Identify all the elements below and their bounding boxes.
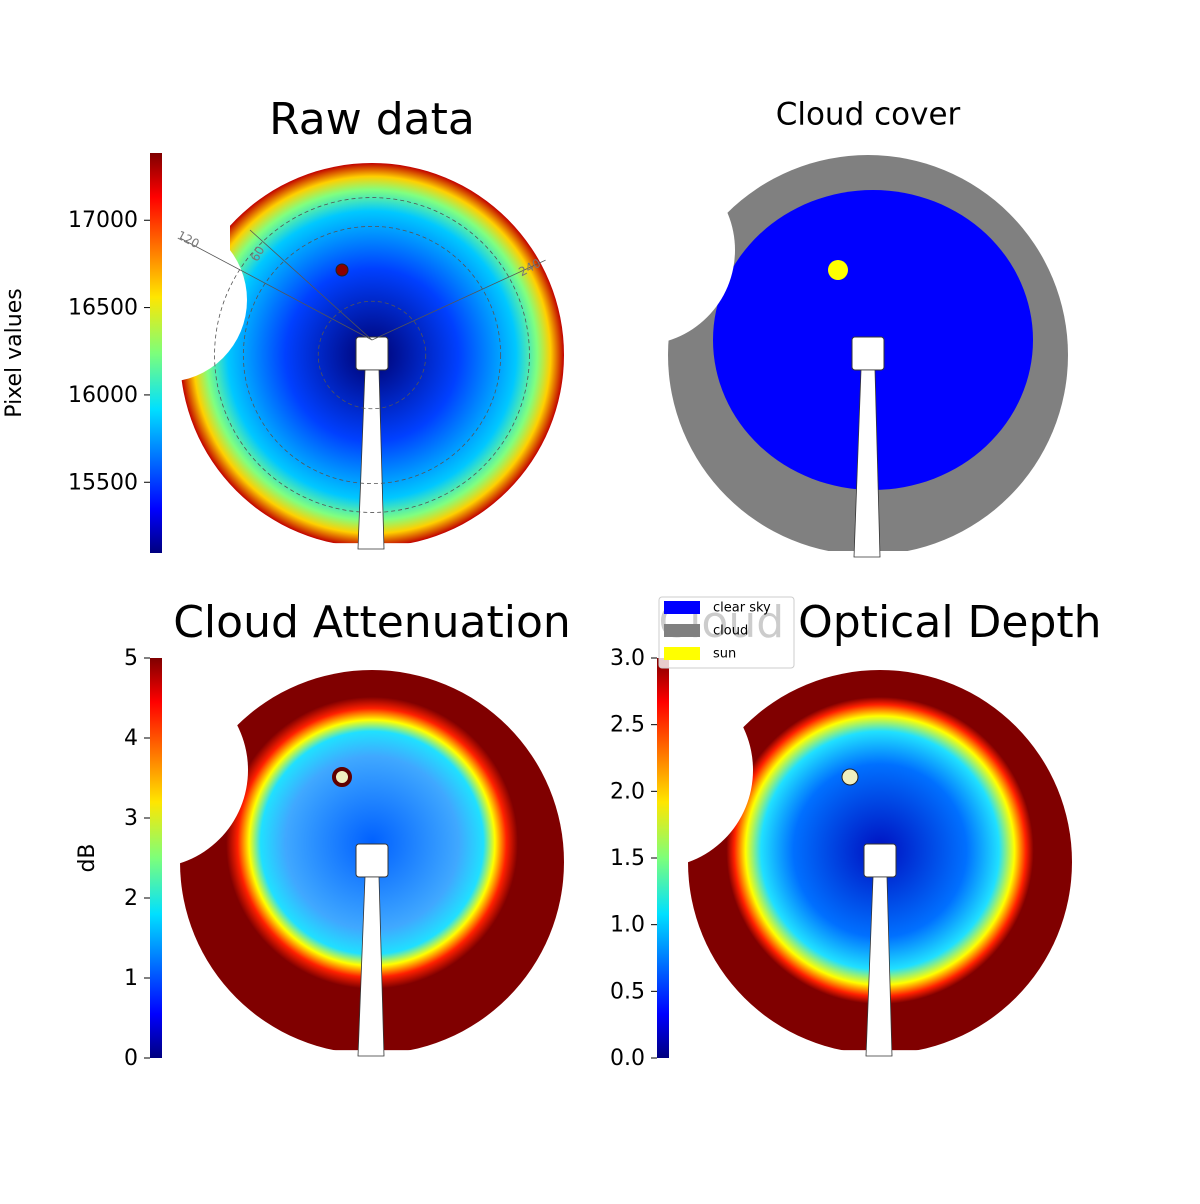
- polar-label: 60: [248, 244, 268, 264]
- colorbar-tick-label: 2: [124, 886, 138, 911]
- sun: [332, 767, 352, 787]
- polar-spoke: [249, 229, 373, 341]
- mask-bottom: [180, 543, 564, 564]
- panel-title: Raw data: [269, 94, 475, 145]
- polar-grid: [242, 225, 502, 485]
- arm-head: [355, 843, 389, 878]
- colorbar: [150, 658, 162, 1058]
- arm-head: [863, 843, 897, 878]
- mask-corner: [170, 660, 230, 770]
- legend-swatch: [664, 601, 700, 614]
- colorbar: [657, 658, 669, 1058]
- colorbar-tick-label: 0: [124, 1046, 138, 1071]
- arm-pole: [865, 876, 893, 1057]
- legend-label: sun: [713, 647, 736, 662]
- arm-pole: [357, 369, 385, 550]
- colorbar-tick-label: 4: [124, 726, 138, 751]
- arm-head: [355, 336, 389, 371]
- colorbar-tick-label: 2.0: [610, 779, 645, 804]
- colorbar-tick-label: 17000: [68, 208, 138, 233]
- colorbar-tick-label: 1.5: [610, 846, 645, 871]
- panel-title: Cloud Attenuation: [173, 597, 571, 648]
- sky-image: [545, 145, 1068, 571]
- arm-pole: [357, 876, 385, 1057]
- colorbar-tick-label: 5: [124, 646, 138, 671]
- colorbar-tick-label: 0.5: [610, 979, 645, 1004]
- mask-corner: [658, 145, 718, 255]
- colorbar-label: dB: [75, 843, 100, 872]
- colorbar-tick-label: 1: [124, 966, 138, 991]
- sky-image: [557, 660, 1072, 1071]
- arm-head: [851, 336, 885, 371]
- colorbar: [150, 153, 162, 553]
- colorbar-tick-label: 15500: [68, 470, 138, 495]
- colorbar-tick-label: 3: [124, 806, 138, 831]
- legend-swatch: [664, 624, 700, 637]
- polar-grid: [214, 197, 530, 513]
- sky-image: [52, 660, 564, 1071]
- sun: [841, 768, 859, 786]
- arm-pole: [853, 369, 881, 558]
- colorbar-tick-label: 16500: [68, 296, 138, 321]
- legend-label: cloud: [713, 624, 748, 639]
- polar-spoke: [371, 247, 573, 341]
- sun: [335, 263, 349, 277]
- mask-bottom: [688, 1050, 1072, 1071]
- legend-label: clear sky: [713, 601, 771, 616]
- colorbar-tick-label: 16000: [68, 383, 138, 408]
- mask-corner: [170, 153, 230, 263]
- colorbar-tick-label: 3.0: [610, 646, 645, 671]
- panel-title: Cloud cover: [776, 97, 961, 133]
- polar-spoke: [179, 237, 373, 341]
- colorbar-label: Pixel values: [2, 288, 27, 417]
- colorbar-tick-label: 1.0: [610, 913, 645, 938]
- sun: [828, 260, 848, 280]
- mask-bottom: [180, 1050, 564, 1071]
- mask-bottom: [668, 551, 1068, 571]
- legend-swatch: [664, 647, 700, 660]
- sky-image: [83, 153, 564, 564]
- colorbar-tick-label: 0.0: [610, 1046, 645, 1071]
- mask-corner: [678, 660, 738, 770]
- colorbar-tick-label: 2.5: [610, 713, 645, 738]
- polar-grid: [317, 300, 427, 410]
